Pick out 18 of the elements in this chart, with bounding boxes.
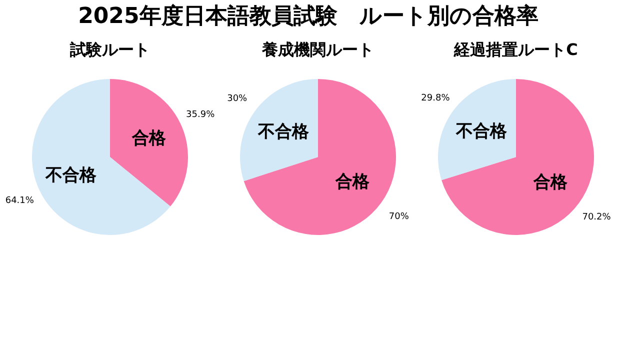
slice-label: 合格: [532, 172, 569, 192]
slice-label: 合格: [334, 172, 371, 192]
chart-subtitle: 試験ルート: [69, 40, 150, 59]
slice-label: 不合格: [454, 122, 508, 142]
data-label: 64.1%: [5, 196, 34, 206]
text: 2025年度日本語教員試験 ルート別の合格率: [78, 3, 538, 29]
slice-label: 不合格: [44, 165, 98, 186]
chart-subtitle: 経過措置ルートC: [453, 40, 578, 59]
data-label: 70.2%: [582, 212, 612, 222]
chart-subtitle: 養成機関ルート: [261, 40, 374, 59]
data-label: 30%: [227, 94, 248, 104]
data-label: 70%: [388, 212, 410, 222]
data-label: 29.8%: [421, 94, 450, 104]
slice-label: 不合格: [256, 122, 310, 142]
pie-slice: [32, 79, 170, 235]
pie-slice: [110, 79, 188, 206]
data-label: 35.9%: [186, 110, 216, 120]
slice-label: 合格: [130, 128, 167, 149]
